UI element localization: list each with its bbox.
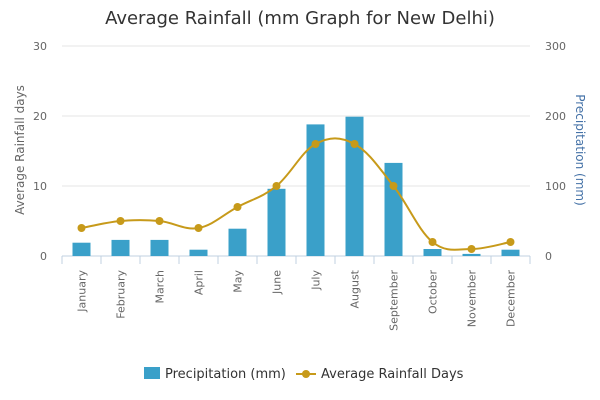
precipitation-bar[interactable] bbox=[501, 249, 520, 256]
x-tick-label: March bbox=[154, 270, 167, 304]
rainfall-days-point[interactable] bbox=[506, 238, 515, 246]
rainfall-days-point[interactable] bbox=[350, 140, 359, 148]
y-left-tick-label: 20 bbox=[33, 110, 47, 123]
rainfall-days-point[interactable] bbox=[272, 182, 281, 190]
x-tick-label: December bbox=[505, 270, 518, 328]
x-axis: January February March April May June July Augu… bbox=[61, 256, 531, 331]
y-axis-right-title: Precipitation (mm) bbox=[573, 94, 587, 206]
y-right-tick-label: 100 bbox=[545, 180, 566, 193]
precipitation-bar[interactable] bbox=[72, 242, 91, 256]
rainfall-days-point[interactable] bbox=[389, 182, 398, 190]
precipitation-bar[interactable] bbox=[423, 249, 442, 256]
x-tick-label: February bbox=[115, 270, 128, 319]
legend-line-label[interactable]: Average Rainfall Days bbox=[321, 367, 464, 382]
chart-title: Average Rainfall (mm Graph for New Delhi… bbox=[105, 8, 495, 29]
rainfall-days-point[interactable] bbox=[467, 245, 476, 253]
legend[interactable]: Precipitation (mm) Average Rainfall Days bbox=[144, 367, 464, 382]
precipitation-bar[interactable] bbox=[306, 124, 325, 257]
rainfall-days-point[interactable] bbox=[233, 203, 242, 211]
precipitation-bar[interactable] bbox=[267, 188, 286, 256]
precipitation-bar[interactable] bbox=[228, 228, 247, 256]
precipitation-bar[interactable] bbox=[150, 239, 169, 256]
precipitation-bar[interactable] bbox=[189, 249, 208, 256]
y-axis-left: 0 10 20 30 bbox=[33, 40, 47, 263]
x-tick-label: May bbox=[232, 270, 245, 293]
rainfall-days-point[interactable] bbox=[116, 217, 125, 225]
precipitation-bar[interactable] bbox=[462, 253, 481, 256]
x-tick-label: November bbox=[466, 270, 479, 328]
x-tick-label: June bbox=[271, 270, 284, 295]
rainfall-days-point[interactable] bbox=[428, 238, 437, 246]
y-left-tick-label: 10 bbox=[33, 180, 47, 193]
x-tick-label: September bbox=[388, 270, 401, 331]
bars-group bbox=[72, 116, 520, 257]
x-tick-label: April bbox=[193, 270, 206, 295]
y-left-tick-label: 30 bbox=[33, 40, 47, 53]
precipitation-bar[interactable] bbox=[384, 162, 403, 256]
x-tick-label: July bbox=[310, 270, 323, 291]
rainfall-days-point[interactable] bbox=[194, 224, 203, 232]
precipitation-bar[interactable] bbox=[111, 239, 130, 256]
y-axis-right: 0 100 200 300 bbox=[545, 40, 566, 263]
grid-lines bbox=[62, 45, 530, 257]
precipitation-bar[interactable] bbox=[345, 116, 364, 256]
y-right-tick-label: 200 bbox=[545, 110, 566, 123]
legend-bar-swatch bbox=[144, 367, 160, 379]
rainfall-days-point[interactable] bbox=[155, 217, 164, 225]
rainfall-days-point[interactable] bbox=[77, 224, 86, 232]
y-right-tick-label: 300 bbox=[545, 40, 566, 53]
legend-bar-label[interactable]: Precipitation (mm) bbox=[165, 367, 286, 382]
y-right-tick-label: 0 bbox=[545, 250, 552, 263]
x-tick-label: January bbox=[76, 270, 89, 313]
rainfall-days-point[interactable] bbox=[311, 140, 320, 148]
y-left-tick-label: 0 bbox=[40, 250, 47, 263]
x-tick-label: October bbox=[427, 270, 440, 314]
x-tick-label: August bbox=[349, 269, 362, 308]
rainfall-days-line bbox=[81, 137, 511, 251]
legend-line-marker bbox=[302, 370, 310, 378]
line-series-group bbox=[77, 137, 515, 253]
y-axis-left-title: Average Rainfall days bbox=[13, 85, 27, 215]
